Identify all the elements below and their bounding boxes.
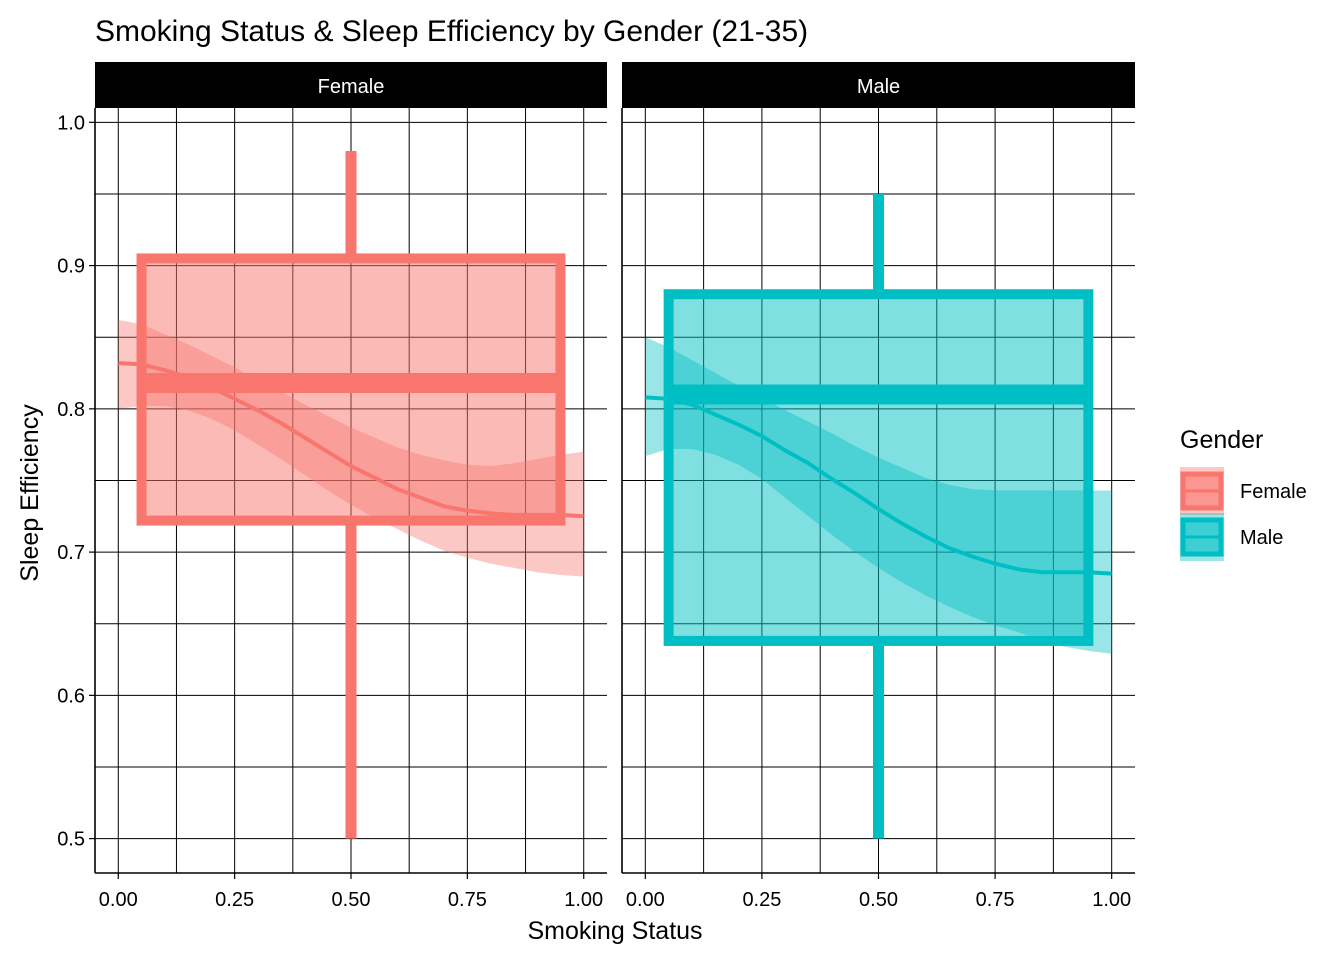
chart-title: Smoking Status & Sleep Efficiency by Gen… [95, 15, 808, 48]
facet-strip-label: Female [318, 76, 385, 98]
facet-strip [95, 62, 607, 108]
y-tick-label: 0.8 [57, 399, 85, 421]
panel-male: Male 0.00 0.25 0.50 0.75 1.00 [621, 62, 1135, 911]
y-tick-label: 0.6 [57, 685, 85, 707]
y-tick-label: 0.5 [57, 829, 85, 851]
smooth-line [645, 395, 1112, 576]
y-tick-label: 0.9 [57, 256, 85, 278]
x-tick-label: 0.00 [99, 889, 138, 911]
legend-key-female: Female [1180, 467, 1307, 515]
smooth-line [118, 361, 584, 519]
y-tick-label: 0.7 [57, 542, 85, 564]
legend-title: Gender [1180, 426, 1263, 454]
legend-label: Male [1240, 527, 1283, 549]
facet-strip [622, 62, 1135, 108]
x-tick-label: 0.00 [626, 889, 665, 911]
panel-female: Female 0.00 0.25 0.50 0.75 1.00 0.5 0.6 0.7 0.8 0.… [57, 62, 607, 911]
facet-strip-label: Male [857, 76, 900, 98]
x-tick-label: 1.00 [564, 889, 603, 911]
x-tick-label: 0.75 [448, 889, 487, 911]
x-tick-label: 0.50 [332, 889, 371, 911]
box-outline [663, 289, 1094, 646]
smooth-ribbon [645, 337, 1112, 654]
legend-keys: Female Male [1180, 467, 1307, 561]
x-tick-label: 1.00 [1092, 889, 1131, 911]
x-tick-label: 0.25 [742, 889, 781, 911]
legend: Gender Female Male [1180, 426, 1307, 561]
x-tick-label: 0.75 [976, 889, 1015, 911]
legend-label: Female [1240, 481, 1307, 503]
x-axis-label: Smoking Status [527, 917, 702, 945]
y-axis-label: Sleep Efficiency [16, 404, 44, 582]
facet-panels: Female 0.00 0.25 0.50 0.75 1.00 0.5 0.6 0.7 0.8 0.… [57, 62, 1135, 911]
x-tick-label: 0.25 [215, 889, 254, 911]
box-fill [668, 294, 1089, 641]
legend-key-male: Male [1180, 513, 1283, 561]
y-tick-label: 1.0 [57, 112, 85, 134]
x-tick-label: 0.50 [859, 889, 898, 911]
